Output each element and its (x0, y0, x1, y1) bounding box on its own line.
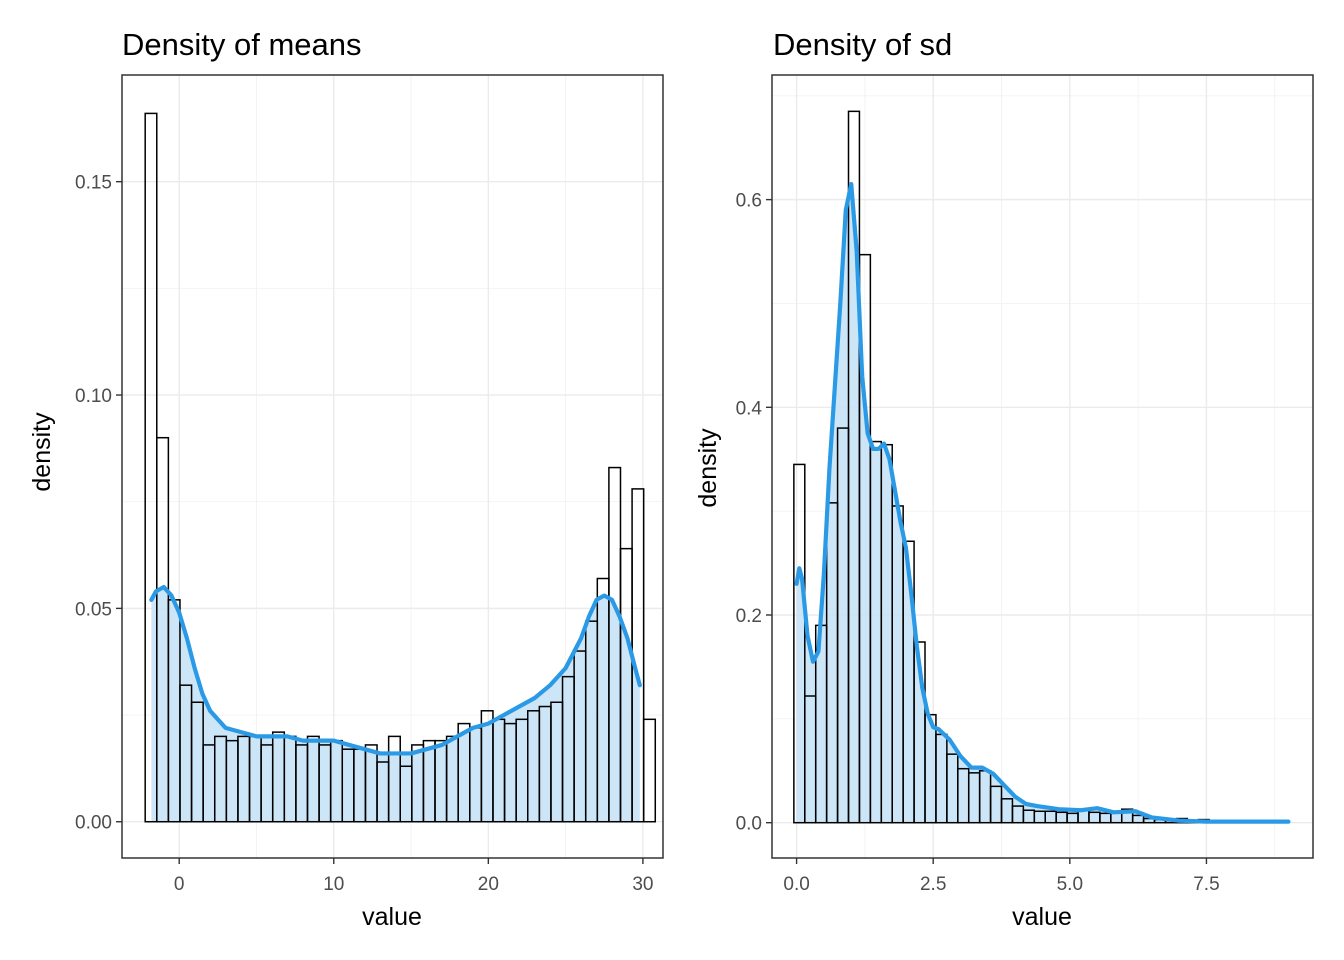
means-y-tick-label: 0.00 (75, 813, 112, 834)
sd-x-axis-title: value (1012, 903, 1072, 931)
sd-histogram-bar (793, 463, 806, 824)
sd-x-tick-label: 0.0 (783, 874, 809, 895)
sd-y-tick-label: 0.4 (736, 398, 763, 419)
means-y-tick-label: 0.15 (75, 173, 112, 194)
sd-y-tick-label: 0.6 (736, 191, 762, 212)
sd-x-tick-label: 2.5 (920, 874, 946, 895)
means-axes: 0.00 0.05 0.10 0.15 0 10 20 30 (75, 173, 653, 895)
means-x-tick-label: 30 (632, 874, 653, 895)
sd-y-tick-label: 0.2 (736, 606, 762, 627)
means-y-tick-label: 0.05 (75, 599, 112, 620)
means-density-panel: Density of means density value 0.000.050… (28, 27, 664, 931)
sd-chart-title: Density of sd (773, 27, 952, 62)
sd-y-axis-title: density (694, 428, 722, 508)
means-density-area (151, 587, 640, 822)
sd-histogram (793, 110, 1287, 824)
means-x-tick-label: 20 (478, 874, 499, 895)
means-density-curve (149, 584, 642, 756)
sd-y-tick-label: 0.0 (736, 814, 762, 835)
sd-density-panel: Density of sd density value 0.0 0.2 0.4 0.6… (694, 27, 1314, 931)
sd-density-area (796, 184, 1289, 823)
means-x-tick-label: 10 (323, 874, 344, 895)
sd-density-curve (794, 181, 1291, 824)
means-x-tick-label: 0 (174, 874, 185, 895)
sd-x-tick-label: 5.0 (1057, 874, 1083, 895)
means-x-axis-title: value (362, 903, 422, 931)
means-chart-title: Density of means (122, 27, 362, 62)
sd-axes: 0.0 0.2 0.4 0.6 0.0 2.5 5.0 7.5 (736, 191, 1220, 895)
means-y-axis-title: density (28, 412, 56, 492)
sd-x-tick-label: 7.5 (1193, 874, 1219, 895)
means-histogram-bar (642, 718, 657, 823)
means-panel-border (121, 74, 664, 859)
means-y-tick-label: 0.10 (75, 386, 112, 407)
sd-panel-border (771, 74, 1314, 859)
